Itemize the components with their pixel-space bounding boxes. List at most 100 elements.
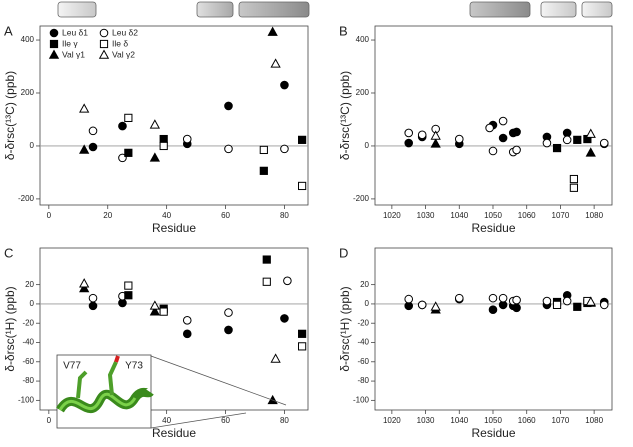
y-tick-label: -80 [357, 376, 369, 385]
marker-circle [562, 296, 572, 306]
x-tick-label: 1050 [484, 211, 502, 220]
y-tick-label: 200 [356, 88, 370, 97]
x-tick-label: 60 [221, 416, 230, 425]
marker-circle [512, 127, 521, 137]
x-tick-label: 1060 [518, 211, 536, 220]
marker-square [259, 145, 268, 155]
y-axis-label: δ-δrsc(¹³C) (ppb) [338, 71, 352, 160]
x-axis-label: Residue [471, 426, 515, 440]
y-tick-label: 20 [360, 280, 369, 289]
legend-marker [49, 28, 59, 38]
y-tick-label: -60 [22, 357, 34, 366]
legend-marker [99, 39, 109, 49]
marker-circle [182, 134, 192, 144]
marker-square [159, 141, 168, 151]
inset-connector [150, 412, 247, 429]
x-tick-label: 40 [162, 211, 171, 220]
y-tick-label: -100 [18, 395, 35, 404]
marker-circle [542, 138, 552, 148]
marker-triangle [430, 138, 441, 148]
x-tick-label: 1070 [552, 416, 570, 425]
marker-circle [280, 80, 289, 90]
marker-circle [488, 293, 498, 303]
marker-square [262, 255, 271, 264]
marker-square [124, 148, 133, 157]
legend-marker [99, 28, 109, 38]
y-axis-label: δ-δrsc(¹H) (ppb) [338, 286, 352, 371]
y-tick-label: 0 [30, 141, 35, 150]
helix-cylinder [540, 1, 577, 18]
marker-square [259, 166, 268, 175]
marker-triangle [270, 58, 281, 68]
y-tick-label: -100 [353, 395, 370, 404]
y-tick-label: 0 [30, 299, 35, 308]
panel-label: B [339, 23, 348, 38]
marker-circle [224, 308, 233, 317]
marker-triangle [79, 282, 90, 293]
marker-triangle [270, 353, 281, 363]
marker-triangle [430, 130, 441, 140]
marker-circle [280, 144, 289, 154]
y-tick-label: 0 [365, 141, 370, 150]
x-tick-label: 1040 [450, 416, 468, 425]
y-tick-label: -80 [22, 376, 34, 385]
x-tick-label: 1030 [417, 416, 435, 425]
inset-label: V77 [63, 361, 81, 372]
x-tick-label: 1060 [518, 416, 536, 425]
marker-circle [224, 101, 233, 111]
legend-marker [48, 49, 60, 59]
legend-label: Ile γ [62, 38, 78, 48]
y-tick-label: 0 [365, 299, 370, 308]
marker-circle [182, 329, 192, 339]
marker-circle [512, 295, 521, 305]
marker-triangle [149, 306, 161, 316]
helix-cylinder [469, 1, 531, 18]
marker-square [298, 135, 307, 144]
marker-circle [404, 294, 414, 304]
marker-square [124, 281, 133, 290]
marker-triangle [79, 103, 90, 113]
helix-cylinder [196, 1, 234, 18]
plot-frame [374, 25, 613, 206]
y-tick-label: 20 [25, 280, 34, 289]
x-tick-label: 1050 [484, 416, 502, 425]
y-tick-label: -60 [357, 357, 369, 366]
helix-cylinder [581, 1, 613, 18]
marker-triangle [585, 128, 596, 138]
plot-frame [374, 247, 613, 411]
y-tick-label: 200 [21, 88, 35, 97]
marker-square [298, 342, 307, 351]
marker-triangle [149, 300, 161, 310]
helix-cylinders [57, 1, 613, 18]
legend-label: Val γ2 [112, 49, 135, 59]
marker-circle [599, 138, 609, 148]
marker-circle [182, 316, 192, 325]
x-tick-label: 60 [221, 211, 230, 220]
x-tick-label: 0 [47, 416, 52, 425]
y-tick-label: -200 [353, 194, 370, 203]
y-axis-label: δ-δrsc(¹³C) (ppb) [3, 71, 17, 160]
marker-circle [224, 325, 233, 335]
marker-circle [280, 314, 289, 323]
panel-label: C [4, 245, 13, 260]
marker-square [159, 134, 168, 144]
marker-square [159, 307, 168, 316]
marker-square [298, 329, 307, 338]
x-axis-label: Residue [152, 221, 196, 235]
marker-circle [485, 123, 494, 133]
plot-frame [39, 25, 309, 206]
marker-square [569, 174, 579, 184]
marker-circle [224, 144, 233, 154]
marker-circle [417, 130, 427, 140]
marker-circle [88, 142, 98, 152]
marker-triangle [267, 26, 278, 36]
marker-square [298, 181, 307, 191]
side-chain [107, 361, 118, 396]
legend-marker [98, 49, 110, 59]
marker-circle [512, 145, 521, 155]
marker-triangle [585, 147, 596, 157]
marker-circle [454, 134, 464, 144]
side-chain-oxygen [114, 355, 120, 363]
y-tick-label: 400 [21, 35, 35, 44]
inset-label: Y73 [125, 361, 143, 372]
